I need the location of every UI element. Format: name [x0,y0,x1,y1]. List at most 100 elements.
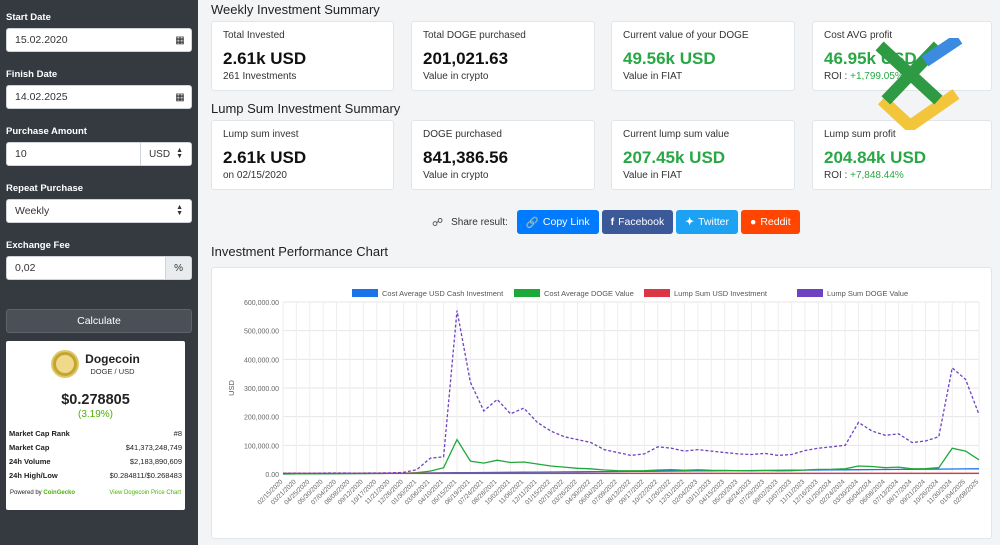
investment-performance-chart: Cost Average USD Cash Investment Cost Ave… [211,267,992,539]
finish-date-value: 14.02.2025 [15,91,68,103]
roi-value: +1,799.05% [850,71,904,82]
start-date-input[interactable]: 15.02.2020 ▦ [6,28,192,52]
card-sub: on 02/15/2020 [223,170,287,181]
card-sub: Value in FIAT [623,170,683,181]
card-label: Lump sum profit [824,129,896,140]
exchange-fee-label: Exchange Fee [6,240,70,251]
y-tick-label: 300,000.00 [244,386,279,393]
current-value-card: Current value of your DOGE 49.56k USD Va… [611,21,795,91]
calendar-icon[interactable]: ▦ [175,91,185,103]
total-doge-card: Total DOGE purchased 201,021.63 Value in… [411,21,595,91]
powered-by: Powered by CoinGecko [10,490,75,496]
y-tick-label: 500,000.00 [244,329,279,336]
purchase-amount-label: Purchase Amount [6,126,87,137]
card-value: 2.61k USD [223,148,307,167]
card-label: DOGE purchased [423,129,502,140]
twitter-button[interactable]: ✦ Twitter [676,210,738,234]
repeat-purchase-value: Weekly [15,205,50,217]
weekly-summary-title: Weekly Investment Summary [211,2,380,17]
legend-swatch [514,289,540,297]
legend-label: Cost Average DOGE Value [544,289,634,298]
coin-name: Dogecoin [85,352,140,366]
doge-purchased-card: DOGE purchased 841,386.56 Value in crypt… [411,120,595,190]
card-value: 2.61k USD [223,49,307,68]
currency-value: USD [148,148,171,160]
y-axis-label: USD [227,380,236,396]
coin-stat-row: 24h High/Low $0.284811/$0.268483 [6,468,185,482]
y-tick-label: 400,000.00 [244,357,279,364]
start-date-value: 15.02.2020 [15,34,68,46]
total-invested-card: Total Invested 2.61k USD 261 Investments [211,21,394,91]
button-label: Twitter [698,216,729,228]
legend-label: Lump Sum USD Investment [674,289,768,298]
roi-label: ROI : [824,71,851,82]
finish-date-label: Finish Date [6,69,58,80]
stat-value: #8 [173,428,182,438]
legend-swatch [797,289,823,297]
card-label: Total Invested [223,30,285,41]
coin-stat-row: Market Cap $41,373,248,749 [6,440,185,454]
lump-sum-profit-card: Lump sum profit 204.84k USD ROI : +7,848… [812,120,992,190]
roi-value: +7,848.44% [850,170,904,181]
stat-value: $41,373,248,749 [125,442,182,452]
reddit-icon: ● [749,216,757,228]
exchange-fee-input[interactable]: 0,02 % [6,256,192,280]
view-price-chart-link[interactable]: View Dogecoin Price Chart [109,490,181,496]
calculate-button[interactable]: Calculate [6,309,192,333]
facebook-icon: f [610,216,615,228]
percent-addon: % [165,257,191,279]
finish-date-input[interactable]: 14.02.2025 ▦ [6,85,192,109]
stat-key: Market Cap Rank [9,428,70,438]
current-lump-value-card: Current lump sum value 207.45k USD Value… [611,120,795,190]
card-sub: 261 Investments [223,71,297,82]
stat-value: $0.284811/$0.268483 [109,470,182,480]
legend-swatch [644,289,670,297]
legend-label: Lump Sum DOGE Value [827,289,908,298]
facebook-button[interactable]: f Facebook [601,210,674,234]
card-value: 204.84k USD [824,148,927,167]
card-label: Lump sum invest [223,129,299,140]
stat-key: Market Cap [9,442,50,452]
y-tick-label: 600,000.00 [244,300,279,307]
card-value: 201,021.63 [423,49,509,68]
purchase-amount-value: 10 [15,148,27,160]
card-sub: Value in crypto [423,170,489,181]
button-label: Facebook [618,216,665,228]
reddit-button[interactable]: ● Reddit [740,210,800,234]
currency-select[interactable]: USD ▲ ▼ [139,143,191,165]
series-line [282,310,980,474]
sidebar: Start Date 15.02.2020 ▦ Finish Date 14.0… [0,0,198,545]
calendar-icon[interactable]: ▦ [175,34,185,46]
start-date-label: Start Date [6,12,51,23]
dogecoin-logo-icon [51,350,80,378]
button-label: Reddit [760,216,791,228]
repeat-purchase-select[interactable]: Weekly ▲ ▼ [6,199,192,223]
chart-svg: Cost Average USD Cash Investment Cost Ave… [227,289,981,506]
powered-prefix: Powered by [10,490,42,496]
y-tick-label: 100,000.00 [244,443,279,450]
exchange-fee-value: 0,02 [15,262,36,274]
coingecko-price-widget: Dogecoin DOGE / USD $0.278805 (3.19%) Ma… [6,341,185,510]
stat-key: 24h High/Low [9,470,58,480]
card-sub: ROI : +1,799.05% [824,71,980,82]
coin-stat-row: Market Cap Rank #8 [6,426,185,440]
card-label: Current lump sum value [623,129,730,140]
coin-price: $0.278805 [61,392,130,408]
repeat-purchase-label: Repeat Purchase [6,183,84,194]
card-sub: Value in FIAT [623,71,683,82]
share-icon: ☍ [432,216,444,229]
link-icon: 🔗 [525,216,539,229]
stat-value: $2,183,890,609 [129,456,182,466]
coin-pair: DOGE / USD [90,367,135,376]
button-label: Copy Link [542,216,590,228]
coingecko-link[interactable]: CoinGecko [43,490,76,496]
y-tick-label: 200,000.00 [244,415,279,422]
y-tick-label: 0.00 [265,472,279,479]
share-row: ☍ Share result: 🔗 Copy Link f Facebook ✦ Tw… [432,210,803,234]
copy-link-button[interactable]: 🔗 Copy Link [516,210,599,234]
card-label: Current value of your DOGE [623,30,749,41]
purchase-amount-input[interactable]: 10 USD ▲ ▼ [6,142,192,166]
coin-stat-row: 24h Volume $2,183,890,609 [6,454,185,468]
chart-title: Investment Performance Chart [211,244,389,259]
lump-summary-title: Lump Sum Investment Summary [211,101,401,116]
